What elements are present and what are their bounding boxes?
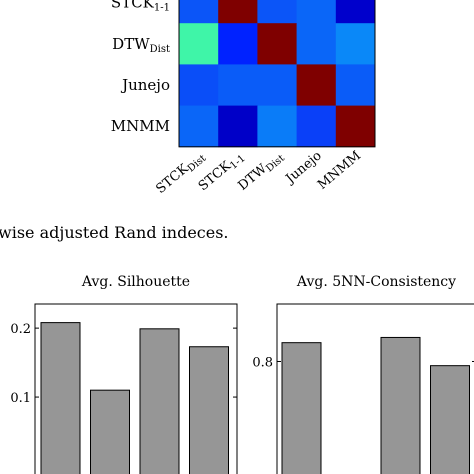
heatmap-cell	[335, 105, 376, 148]
heatmap-row-label: Junejo	[120, 76, 170, 94]
heatmap-cell	[218, 105, 258, 148]
heatmap-cell	[257, 23, 297, 65]
heatmap-cell	[335, 23, 376, 65]
y-tick-label: 0.8	[252, 355, 273, 370]
y-tick-label: 0.2	[10, 322, 31, 337]
heatmap-frame	[178, 0, 376, 148]
chart-title: Avg. Silhouette	[81, 274, 190, 290]
heatmap-cell	[335, 0, 376, 24]
bar	[90, 389, 130, 474]
bar	[281, 342, 322, 474]
heatmap-cell	[296, 105, 337, 148]
bar	[189, 346, 229, 474]
heatmap-cell	[257, 0, 297, 24]
heatmap-row-label: STCK1-1	[111, 0, 170, 14]
heatmap-cell	[335, 64, 376, 106]
bar	[430, 365, 470, 474]
heatmap-cell	[296, 23, 337, 65]
heatmap-row-label: DTWDist	[112, 35, 170, 55]
bar-chart-5nn-consistency: Avg. 5NN-Consistency 0.8	[252, 274, 474, 474]
axis-frame	[34, 303, 238, 474]
heatmap-cell	[296, 0, 337, 24]
heatmap-cell	[218, 0, 258, 24]
heatmap-cell	[218, 23, 258, 65]
bar-chart-silhouette: Avg. Silhouette 0.1 0.2	[10, 274, 238, 474]
bar	[40, 322, 81, 474]
heatmap-cell	[218, 64, 258, 106]
heatmap-cell	[257, 64, 297, 106]
heatmap-cell	[179, 23, 219, 65]
heatmap-cell	[179, 105, 219, 148]
axis-frame	[276, 303, 474, 474]
y-tick-label: 0.1	[10, 391, 31, 406]
heatmap-cell	[179, 64, 219, 106]
chart-title: Avg. 5NN-Consistency	[296, 274, 456, 290]
bar	[139, 328, 180, 474]
heatmap-column-label: MNMM	[315, 148, 364, 192]
heatmap-column-label: STCKDist	[153, 148, 208, 198]
heatmap-column-label: DTWDist	[235, 148, 286, 195]
heatmap-cell	[257, 105, 297, 148]
heatmap-chart: STCK1-1DTWDistJunejoMNMMSTCKDistSTCK1-1D…	[111, 0, 376, 198]
heatmap-cell	[179, 0, 219, 24]
bar	[380, 336, 421, 474]
heatmap-row-label: MNMM	[111, 117, 170, 135]
heatmap-cell	[296, 64, 337, 106]
figure-caption: wise adjusted Rand indeces.	[0, 223, 229, 242]
